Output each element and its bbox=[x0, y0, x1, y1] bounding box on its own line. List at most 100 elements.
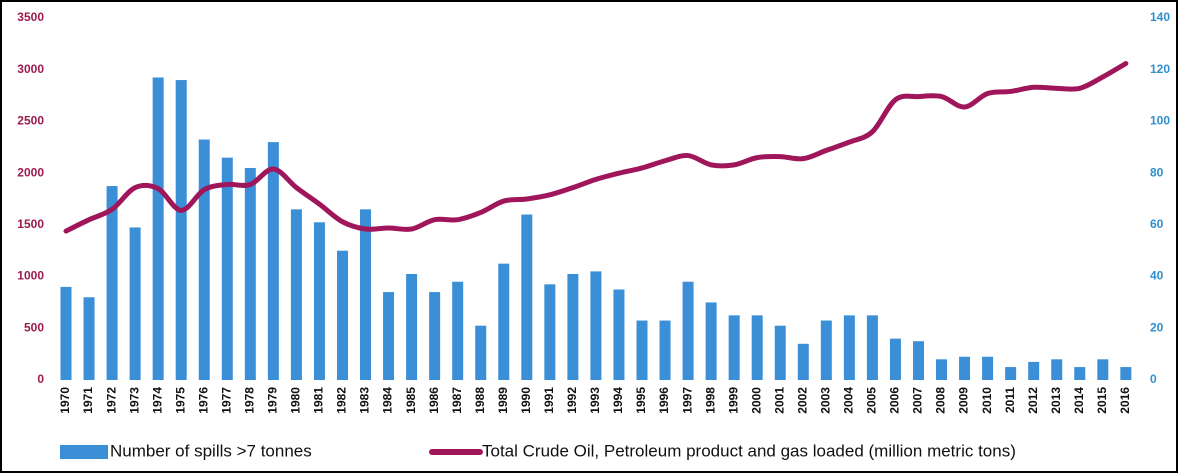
x-tick-label: 1994 bbox=[611, 387, 625, 414]
x-tick-label: 1972 bbox=[104, 387, 118, 414]
x-tick-label: 1996 bbox=[657, 387, 671, 414]
x-tick-label: 1977 bbox=[219, 387, 233, 414]
bar bbox=[83, 297, 95, 380]
bar bbox=[959, 356, 971, 380]
bar bbox=[106, 186, 118, 380]
x-tick-label: 1985 bbox=[404, 387, 418, 414]
x-tick-label: 1986 bbox=[427, 387, 441, 414]
x-tick-label: 2005 bbox=[865, 387, 879, 414]
legend-label: Total Crude Oil, Petroleum product and g… bbox=[482, 441, 1016, 460]
bar bbox=[1074, 367, 1086, 380]
x-tick-label: 1981 bbox=[312, 387, 326, 414]
bar bbox=[336, 250, 348, 380]
bar bbox=[429, 292, 441, 380]
y-tick-label: 2500 bbox=[17, 114, 44, 128]
x-tick-label: 2010 bbox=[980, 387, 994, 414]
x-tick-label: 1980 bbox=[289, 387, 303, 414]
bar bbox=[406, 273, 418, 380]
x-tick-label: 2015 bbox=[1095, 387, 1109, 414]
bar bbox=[751, 315, 763, 380]
x-tick-label: 1999 bbox=[726, 387, 740, 414]
bar bbox=[797, 343, 809, 380]
bar bbox=[521, 214, 533, 380]
x-tick-label: 1974 bbox=[150, 387, 164, 414]
x-tick-label: 2012 bbox=[1026, 387, 1040, 414]
y2-tick-label: 140 bbox=[1150, 10, 1170, 24]
bar bbox=[682, 281, 694, 380]
bar bbox=[1097, 359, 1109, 380]
bar bbox=[774, 325, 786, 380]
x-tick-label: 2007 bbox=[911, 387, 925, 414]
x-tick-label: 2009 bbox=[957, 387, 971, 414]
bar bbox=[221, 157, 233, 380]
x-tick-label: 1988 bbox=[473, 387, 487, 414]
x-tick-label: 1971 bbox=[81, 387, 95, 414]
bar bbox=[452, 281, 464, 380]
bar bbox=[129, 227, 141, 380]
y-tick-label: 500 bbox=[24, 320, 44, 334]
bar bbox=[889, 338, 901, 380]
x-tick-label: 1995 bbox=[634, 387, 648, 414]
legend-swatch bbox=[60, 445, 108, 459]
bar bbox=[1120, 367, 1132, 380]
x-tick-label: 2001 bbox=[772, 387, 786, 414]
bar bbox=[152, 77, 164, 380]
bar bbox=[982, 356, 994, 380]
y-tick-label: 2000 bbox=[17, 165, 44, 179]
y-tick-label: 0 bbox=[37, 372, 44, 386]
y-tick-label: 1000 bbox=[17, 269, 44, 283]
x-tick-label: 1989 bbox=[496, 387, 510, 414]
x-tick-label: 2004 bbox=[842, 387, 856, 414]
bar bbox=[313, 222, 325, 380]
y-tick-label: 1500 bbox=[17, 217, 44, 231]
bar bbox=[1051, 359, 1063, 380]
x-tick-label: 2000 bbox=[749, 387, 763, 414]
bar bbox=[659, 320, 671, 380]
bar bbox=[705, 302, 717, 380]
x-tick-label: 2014 bbox=[1072, 387, 1086, 414]
x-tick-label: 2008 bbox=[934, 387, 948, 414]
x-tick-label: 1990 bbox=[519, 387, 533, 414]
x-tick-label: 2003 bbox=[818, 387, 832, 414]
x-tick-label: 2006 bbox=[888, 387, 902, 414]
bar bbox=[820, 320, 832, 380]
bar bbox=[498, 263, 510, 380]
x-tick-label: 1975 bbox=[173, 387, 187, 414]
legend-label: Number of spills >7 tonnes bbox=[110, 441, 312, 460]
bar bbox=[843, 315, 855, 380]
bar bbox=[636, 320, 648, 380]
y-tick-label: 3500 bbox=[17, 10, 44, 24]
x-tick-label: 2002 bbox=[795, 387, 809, 414]
x-tick-label: 1991 bbox=[542, 387, 556, 414]
bar bbox=[544, 284, 556, 380]
bar bbox=[866, 315, 878, 380]
y2-tick-label: 80 bbox=[1150, 165, 1164, 179]
y2-tick-label: 120 bbox=[1150, 62, 1170, 76]
bar bbox=[244, 167, 256, 380]
bar bbox=[936, 359, 948, 380]
x-tick-label: 1987 bbox=[450, 387, 464, 414]
bar bbox=[1028, 361, 1040, 380]
bar bbox=[360, 209, 372, 380]
y2-tick-label: 20 bbox=[1150, 320, 1164, 334]
y2-tick-label: 100 bbox=[1150, 114, 1170, 128]
x-tick-label: 1976 bbox=[196, 387, 210, 414]
bar bbox=[383, 292, 395, 380]
x-tick-label: 2013 bbox=[1049, 387, 1063, 414]
bar bbox=[267, 142, 279, 380]
y2-tick-label: 60 bbox=[1150, 217, 1164, 231]
x-tick-label: 1992 bbox=[565, 387, 579, 414]
bar bbox=[912, 341, 924, 380]
line bbox=[63, 61, 1129, 234]
bar bbox=[613, 289, 625, 380]
y2-tick-label: 40 bbox=[1150, 269, 1164, 283]
y-tick-label: 3000 bbox=[17, 62, 44, 76]
bar bbox=[60, 286, 72, 380]
y2-tick-label: 0 bbox=[1150, 372, 1157, 386]
x-tick-label: 1997 bbox=[680, 387, 694, 414]
bar bbox=[728, 315, 740, 380]
x-tick-label: 1979 bbox=[266, 387, 280, 414]
bar bbox=[475, 325, 487, 380]
